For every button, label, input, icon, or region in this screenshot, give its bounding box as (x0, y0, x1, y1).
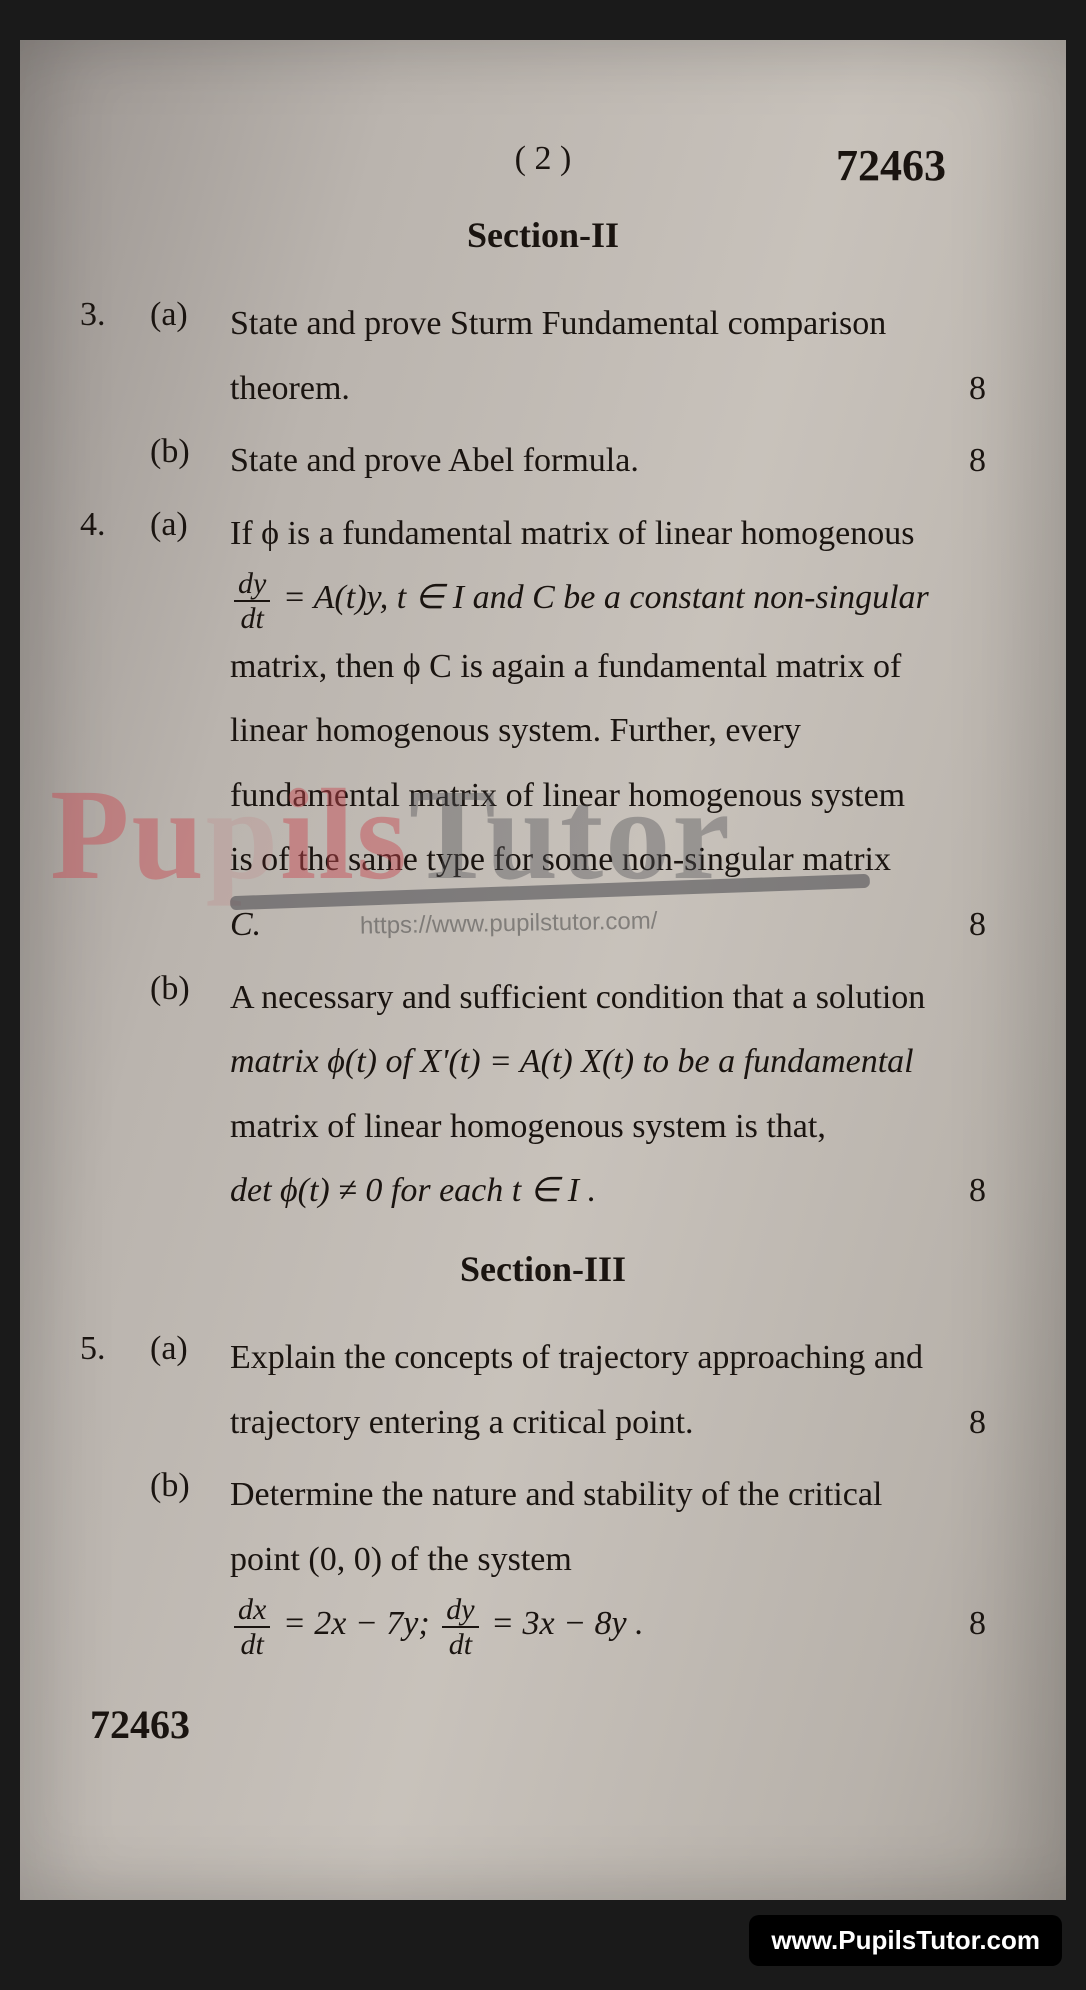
marks-line: trajectory entering a critical point. 8 (230, 1391, 986, 1456)
question-row: 5. (a) Explain the concepts of trajector… (80, 1326, 1006, 1455)
question-number-empty (80, 1463, 150, 1467)
text-line: C. (230, 893, 939, 958)
fraction-denominator: dt (234, 1628, 270, 1661)
text-line: is of the same type for some non-singula… (230, 828, 986, 893)
fraction: dy dt (234, 567, 270, 635)
fraction-denominator: dt (234, 602, 270, 635)
question-row: (b) A necessary and sufficient condition… (80, 966, 1006, 1224)
marks: 8 (939, 429, 986, 494)
sub-label: (a) (150, 292, 230, 334)
equation-text: = A(t)y, t ∈ I and C be a constant non-s… (283, 579, 929, 616)
text-line: matrix ϕ(t) of X'(t) = A(t) X(t) to be a… (230, 1030, 986, 1095)
question-text: If ϕ is a fundamental matrix of linear h… (230, 502, 1006, 958)
question-row: 4. (a) If ϕ is a fundamental matrix of l… (80, 502, 1006, 958)
section-3-heading: Section-III (80, 1248, 1006, 1290)
marks-line: dx dt = 2x − 7y; dy dt = 3x − 8y . 8 (230, 1592, 986, 1660)
text-line: State and prove Sturm Fundamental compar… (230, 305, 886, 342)
text-line: State and prove Abel formula. (230, 429, 939, 494)
footer-badge: www.PupilsTutor.com (749, 1915, 1062, 1966)
equation-text: = 2x − 7y; (283, 1605, 438, 1642)
text-line: matrix, then ϕ C is again a fundamental … (230, 635, 986, 700)
fraction: dx dt (234, 1593, 270, 1661)
sub-label: (b) (150, 429, 230, 471)
question-number: 5. (80, 1326, 150, 1368)
header-row: ( 2 ) 72463 (80, 140, 1006, 178)
question-row: (b) State and prove Abel formula. 8 (80, 429, 1006, 494)
sub-label: (a) (150, 502, 230, 544)
question-text: Explain the concepts of trajectory appro… (230, 1326, 1006, 1455)
marks-line: State and prove Abel formula. 8 (230, 429, 986, 494)
sub-label: (b) (150, 1463, 230, 1505)
text-line: A necessary and sufficient condition tha… (230, 966, 986, 1031)
fraction: dy dt (442, 1593, 478, 1661)
marks-line: det ϕ(t) ≠ 0 for each t ∈ I . 8 (230, 1159, 986, 1224)
math-text: matrix ϕ(t) of X'(t) = A(t) X(t) to be a… (230, 1043, 914, 1080)
marks-line: theorem. 8 (230, 357, 986, 422)
text-line: trajectory entering a critical point. (230, 1391, 939, 1456)
fraction-numerator: dx (234, 1593, 270, 1628)
text-line: matrix of linear homogenous system is th… (230, 1095, 986, 1160)
fraction-numerator: dy (442, 1593, 478, 1628)
marks: 8 (939, 1391, 986, 1456)
paper-code-bottom: 72463 (90, 1701, 1006, 1748)
fraction-numerator: dy (234, 567, 270, 602)
text-line: Determine the nature and stability of th… (230, 1463, 986, 1528)
text-line: point (0, 0) of the system (230, 1528, 986, 1593)
question-number: 4. (80, 502, 150, 544)
question-text: Determine the nature and stability of th… (230, 1463, 1006, 1660)
text-line: theorem. (230, 357, 939, 422)
equation-text: = 3x − 8y . (491, 1605, 644, 1642)
page-number: ( 2 ) (515, 140, 572, 178)
text-line: Explain the concepts of trajectory appro… (230, 1326, 986, 1391)
question-number: 3. (80, 292, 150, 334)
question-number-empty (80, 966, 150, 970)
text-line: linear homogenous system. Further, every (230, 699, 986, 764)
paper-code-top: 72463 (836, 140, 946, 191)
text-line: det ϕ(t) ≠ 0 for each t ∈ I . (230, 1159, 939, 1224)
equation-line: dy dt = A(t)y, t ∈ I and C be a constant… (230, 566, 986, 634)
marks: 8 (939, 1592, 986, 1657)
section-2-heading: Section-II (80, 214, 1006, 256)
marks: 8 (939, 357, 986, 422)
text-line: If ϕ is a fundamental matrix of linear h… (230, 502, 986, 567)
question-text: State and prove Abel formula. 8 (230, 429, 1006, 494)
sub-label: (a) (150, 1326, 230, 1368)
fraction-denominator: dt (442, 1628, 478, 1661)
text-line: fundamental matrix of linear homogenous … (230, 764, 986, 829)
question-text: A necessary and sufficient condition tha… (230, 966, 1006, 1224)
question-row: 3. (a) State and prove Sturm Fundamental… (80, 292, 1006, 421)
question-number-empty (80, 429, 150, 433)
equation-line: dx dt = 2x − 7y; dy dt = 3x − 8y . (230, 1592, 939, 1660)
marks: 8 (939, 1159, 986, 1224)
question-text: State and prove Sturm Fundamental compar… (230, 292, 1006, 421)
question-row: (b) Determine the nature and stability o… (80, 1463, 1006, 1660)
sub-label: (b) (150, 966, 230, 1008)
marks: 8 (939, 893, 986, 958)
exam-page: ( 2 ) 72463 Section-II 3. (a) State and … (20, 40, 1066, 1900)
marks-line: C. 8 (230, 893, 986, 958)
